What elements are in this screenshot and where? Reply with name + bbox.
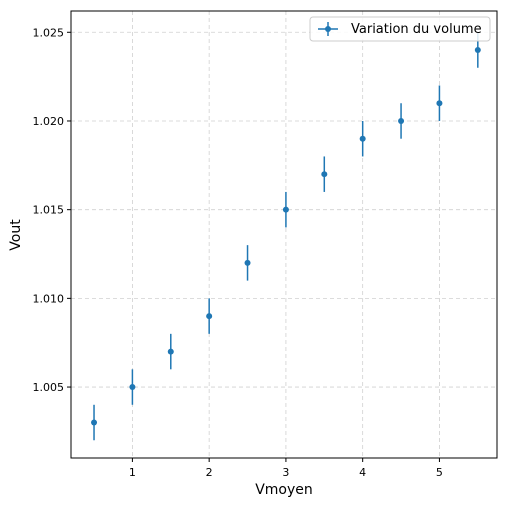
data-point	[282, 206, 289, 213]
x-axis-label: Vmoyen	[255, 482, 313, 498]
legend-label: Variation du volume	[351, 22, 482, 37]
legend-frame	[309, 16, 491, 42]
data-point	[91, 419, 98, 426]
legend: Variation du volume	[309, 16, 491, 42]
y-axis-label: Vout	[8, 219, 24, 251]
data-point	[206, 313, 213, 320]
x-tick-label: 2	[206, 466, 213, 479]
x-tick-label: 3	[282, 466, 289, 479]
legend-marker-dot	[325, 26, 331, 32]
y-tick-label: 1.010	[33, 292, 65, 305]
data-point	[167, 348, 174, 355]
data-point	[474, 47, 481, 54]
x-tick-label: 1	[129, 466, 136, 479]
y-tick-label: 1.015	[33, 204, 65, 217]
y-tick-label: 1.020	[33, 115, 65, 128]
x-tick-label: 5	[436, 466, 443, 479]
x-tick-label: 4	[359, 466, 366, 479]
y-tick-label: 1.005	[33, 381, 65, 394]
data-point	[436, 100, 443, 107]
data-point	[398, 117, 405, 124]
plot-frame	[70, 10, 498, 459]
grid-lines	[71, 11, 497, 458]
data-point	[359, 135, 366, 142]
axis-ticks: 1 2 3 4 5 1.005 1.010 1.015 1.020 1.025	[33, 26, 443, 479]
data-point	[321, 171, 328, 178]
y-tick-label: 1.025	[33, 26, 65, 39]
data-point	[129, 384, 136, 391]
data-point	[244, 259, 251, 266]
data-series	[91, 32, 481, 441]
